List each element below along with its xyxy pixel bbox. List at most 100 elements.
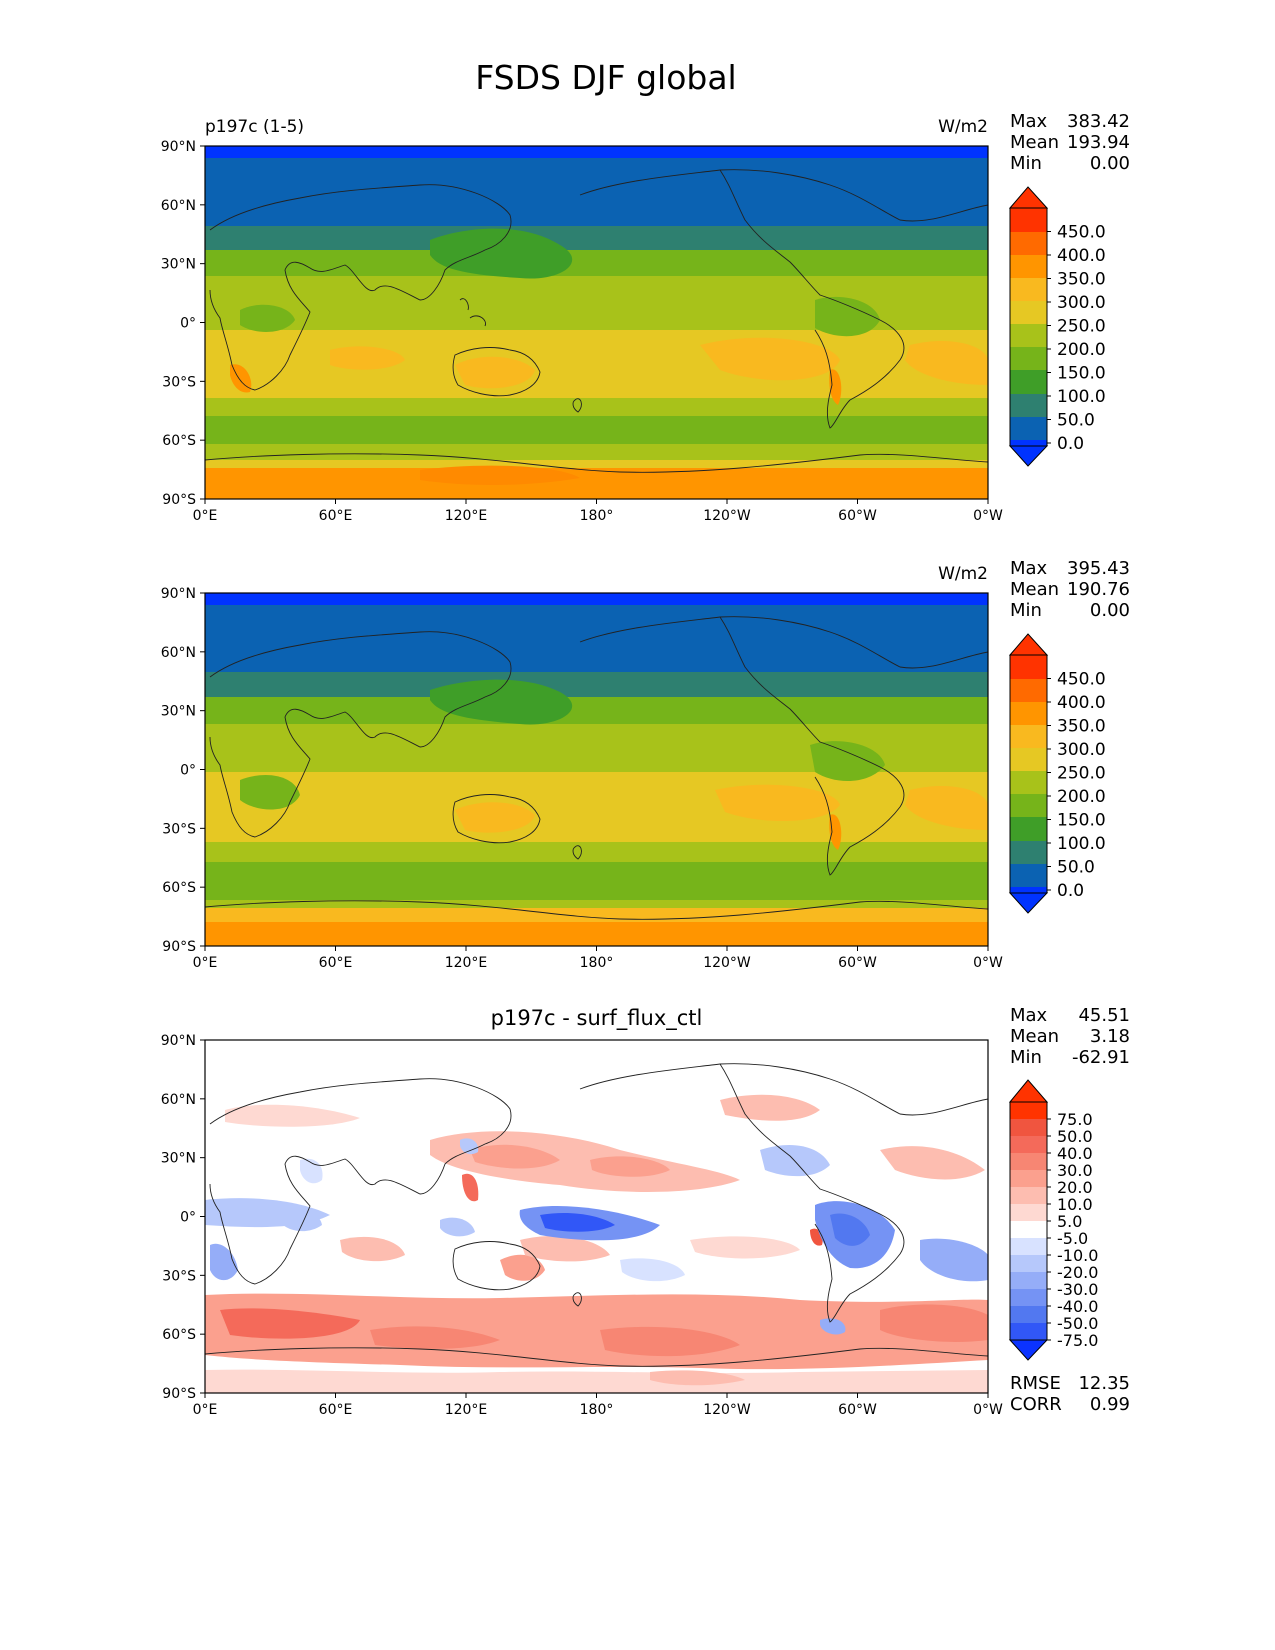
y-tick-label: 60°N: [161, 1092, 196, 1108]
panel-3-max-value: 45.51: [1078, 1005, 1130, 1026]
band-south-polar-edge: [205, 460, 988, 472]
band-south-storm: [205, 416, 988, 446]
x-tick-label: 120°E: [445, 508, 488, 524]
band-north-mid: [205, 226, 988, 254]
colorbar-tick-label: 100.0: [1057, 387, 1106, 407]
x-tick-label: 0°E: [193, 955, 218, 971]
x-tick-label: 0°E: [193, 508, 218, 524]
patch-south-pacific-orange: [700, 337, 840, 381]
colorbar-tick-label: 50.0: [1057, 858, 1095, 878]
colorbar-tick-label: 450.0: [1057, 670, 1106, 690]
colorbar-tick-label: 50.0: [1057, 411, 1095, 431]
y-tick-label: 90°N: [161, 139, 196, 155]
y-tick-label: 60°N: [161, 198, 196, 214]
patch-antarctic-dark: [420, 465, 580, 485]
x-tick-label: 180°: [580, 1402, 614, 1418]
band-north-high: [205, 158, 988, 240]
x-tick-label: 60°E: [319, 508, 353, 524]
band-south-sub: [205, 444, 988, 464]
panel-1-mean-label: Mean: [1010, 132, 1060, 153]
y-tick-label: 90°N: [161, 586, 196, 602]
band-tropics: [205, 724, 988, 774]
x-tick-label: 120°E: [445, 955, 488, 971]
panel-1-mean-value: 193.94: [1067, 132, 1130, 153]
colorbar-tick-label: 400.0: [1057, 693, 1106, 713]
colorbar-tick-label: 200.0: [1057, 340, 1106, 360]
panel-1-max-label: Max: [1010, 111, 1048, 132]
colorbar-tick-label: 30.0: [1057, 1161, 1093, 1180]
band-antarctic: [205, 908, 988, 946]
colorbar-tick-label: 350.0: [1057, 270, 1106, 290]
panel-3-min-value: -62.91: [1071, 1047, 1130, 1068]
colorbar-tick-label: 300.0: [1057, 293, 1106, 313]
colorbar-tick-label: 350.0: [1057, 717, 1106, 737]
band-south-mid: [205, 842, 988, 864]
panel-3-rmse-label: RMSE: [1010, 1373, 1061, 1394]
colorbar-tick-label: 50.0: [1057, 1127, 1093, 1146]
y-tick-label: 0°: [180, 1210, 196, 1226]
panel-3-mean-value: 3.18: [1089, 1026, 1130, 1047]
panel-1-left-title: p197c (1-5): [205, 117, 305, 137]
band-arctic: [205, 593, 988, 605]
colorbar-tick-label: 250.0: [1057, 317, 1106, 337]
x-tick-label: 0°E: [193, 1402, 218, 1418]
colorbar-tick-label: 150.0: [1057, 811, 1106, 831]
panel-2-min-label: Min: [1010, 600, 1042, 621]
x-tick-label: 60°W: [838, 955, 877, 971]
y-tick-label: 30°N: [161, 1151, 196, 1167]
band-south-sub: [205, 900, 988, 912]
colorbar-tick-label: -75.0: [1057, 1331, 1098, 1350]
colorbar-tick-label: -5.0: [1057, 1229, 1088, 1248]
x-tick-label: 180°: [580, 955, 614, 971]
x-tick-label: 0°W: [973, 955, 1003, 971]
band-antarctic: [205, 468, 988, 499]
panel-3-center-title: p197c - surf_flux_ctl: [490, 1006, 703, 1030]
band-north-mid: [205, 672, 988, 700]
band-north-sub: [205, 697, 988, 727]
colorbar-tick-label: -50.0: [1057, 1314, 1098, 1333]
panel-3-max-label: Max: [1010, 1005, 1048, 1026]
band-north-high: [205, 605, 988, 685]
colorbar-tick-label: 40.0: [1057, 1144, 1093, 1163]
y-tick-label: 60°S: [162, 1327, 196, 1343]
panel-1-min-value: 0.00: [1089, 153, 1130, 174]
panel-2-units: W/m2: [938, 564, 988, 584]
y-tick-label: 90°S: [162, 939, 196, 955]
x-tick-label: 120°W: [703, 955, 751, 971]
y-tick-label: 90°N: [161, 1033, 196, 1049]
band-north-sub: [205, 250, 988, 280]
patch-nw-pacific-green: [430, 679, 573, 725]
band-tropics: [205, 276, 988, 331]
x-tick-label: 120°E: [445, 1402, 488, 1418]
colorbar-tick-label: -10.0: [1057, 1246, 1098, 1265]
x-tick-label: 120°W: [703, 508, 751, 524]
patch-australia-orange: [455, 356, 535, 389]
y-tick-label: 60°N: [161, 645, 196, 661]
panel-1-min-label: Min: [1010, 153, 1042, 174]
colorbar-tick-label: -40.0: [1057, 1297, 1098, 1316]
y-tick-label: 60°S: [162, 433, 196, 449]
y-tick-label: 30°S: [162, 821, 196, 837]
patch-nw-pacific-green: [430, 228, 573, 279]
band-south-storm: [205, 862, 988, 904]
x-tick-label: 60°W: [838, 1402, 877, 1418]
patch-africa-green: [240, 775, 300, 810]
negative-anomalies: [205, 1138, 988, 1335]
positive-anomalies: [205, 1094, 988, 1393]
colorbar-tick-label: 250.0: [1057, 764, 1106, 784]
panel-3-coastlines: [205, 1063, 988, 1367]
colorbar-tick-label: 200.0: [1057, 787, 1106, 807]
panel-3-rmse-value: 12.35: [1078, 1373, 1130, 1394]
patch-chile-orange: [829, 814, 842, 850]
patch-amazon-green: [810, 741, 885, 782]
band-antarctic-core: [205, 922, 988, 946]
x-tick-label: 0°W: [973, 508, 1003, 524]
colorbar-tick-label: 0.0: [1057, 434, 1084, 454]
x-tick-label: 60°W: [838, 508, 877, 524]
band-south-tropics: [205, 772, 988, 844]
y-tick-label: 30°S: [162, 1268, 196, 1284]
panel-3-mean-label: Mean: [1010, 1026, 1060, 1047]
band-south-mid: [205, 398, 988, 420]
x-tick-label: 60°E: [319, 1402, 353, 1418]
panel-3-min-label: Min: [1010, 1047, 1042, 1068]
